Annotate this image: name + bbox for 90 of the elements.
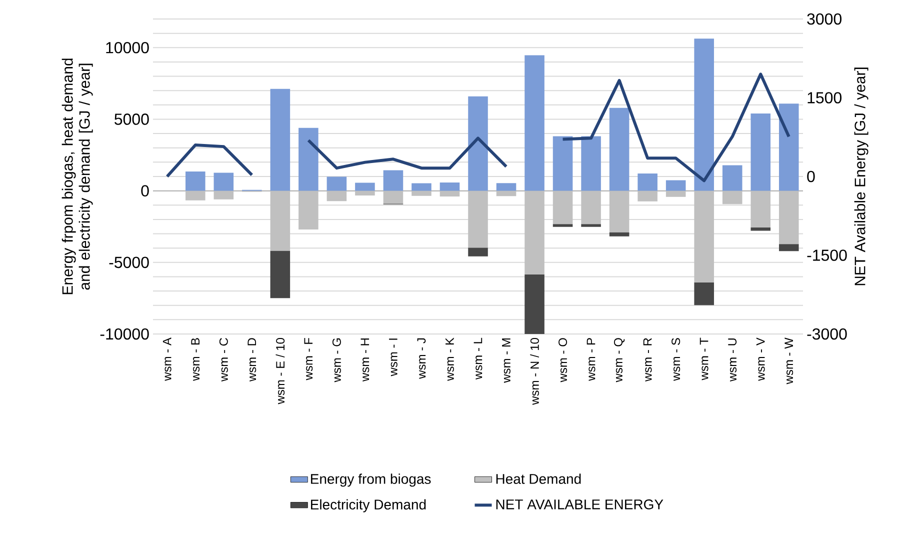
x-tick-label: wsm - B bbox=[191, 338, 200, 381]
bar bbox=[609, 190, 630, 232]
y-tick-label: 10000 bbox=[106, 42, 149, 54]
y2-axis-title: NET Available Energy [GJ / year] bbox=[854, 68, 868, 286]
bar bbox=[581, 224, 601, 227]
bar bbox=[778, 244, 799, 252]
x-tick-label: wsm - W bbox=[784, 338, 794, 384]
bar bbox=[298, 190, 318, 230]
y-axis-title: Energy frpom biogas, heat demand and electricity demand [GJ / year] bbox=[62, 58, 93, 294]
x-tick-label: wsm - G bbox=[332, 338, 341, 382]
bar bbox=[440, 190, 460, 197]
x-tick-label: wsm - O bbox=[558, 338, 568, 382]
bar bbox=[186, 171, 206, 191]
bar bbox=[750, 227, 771, 231]
bar bbox=[524, 190, 544, 274]
x-tick-label: wsm - A bbox=[162, 338, 172, 381]
x-tick-label: wsm - E / 10 bbox=[276, 338, 285, 404]
bar bbox=[440, 182, 460, 191]
bar bbox=[609, 108, 630, 191]
bar bbox=[694, 282, 714, 306]
bar bbox=[468, 248, 488, 256]
bar bbox=[581, 190, 601, 224]
x-tick-label: wsm - T bbox=[700, 338, 708, 380]
bar bbox=[326, 190, 347, 202]
bar bbox=[355, 182, 375, 191]
bar bbox=[750, 190, 771, 228]
bar bbox=[383, 190, 404, 204]
x-tick-label: wsm - M bbox=[502, 338, 510, 383]
x-tick-label: wsm - P bbox=[586, 338, 596, 381]
y-tick-label: 5000 bbox=[114, 114, 149, 125]
bar bbox=[496, 183, 516, 191]
bar bbox=[298, 128, 318, 191]
bar bbox=[270, 88, 290, 191]
x-tick-label: wsm - N / 10 bbox=[530, 338, 539, 405]
bar bbox=[214, 172, 234, 191]
legend-label: Electricity Demand bbox=[311, 499, 426, 512]
bar bbox=[552, 190, 573, 224]
x-tick-label: wsm - R bbox=[643, 338, 652, 382]
bar bbox=[468, 96, 488, 191]
bar bbox=[694, 190, 714, 282]
bar bbox=[638, 173, 658, 191]
y2-tick-label: -3000 bbox=[807, 328, 847, 340]
x-tick-label: wsm - U bbox=[728, 338, 737, 382]
bar bbox=[552, 224, 573, 227]
bar bbox=[326, 176, 347, 191]
bar bbox=[270, 250, 290, 298]
legend-label: Heat Demand bbox=[496, 474, 581, 484]
x-tick-label: wsm - K bbox=[446, 338, 454, 381]
bar bbox=[214, 190, 234, 200]
x-tick-label: wsm - L bbox=[474, 338, 482, 380]
bar bbox=[524, 55, 544, 191]
x-tick-label: wsm - C bbox=[219, 338, 228, 382]
y2-tick-label: 3000 bbox=[807, 13, 842, 25]
bar bbox=[468, 190, 488, 248]
bar bbox=[581, 136, 601, 191]
y2-tick-label: 1500 bbox=[808, 92, 842, 104]
bar bbox=[496, 190, 516, 196]
bar bbox=[750, 114, 771, 191]
x-tick-label: wsm - S bbox=[672, 338, 680, 381]
bar bbox=[609, 232, 630, 236]
bar bbox=[412, 183, 432, 191]
x-tick-label: wsm - Q bbox=[614, 338, 625, 382]
legend-label: Energy from biogas bbox=[311, 474, 431, 487]
bar bbox=[722, 165, 742, 191]
bar bbox=[778, 190, 799, 244]
bar bbox=[412, 190, 432, 196]
bar bbox=[666, 190, 686, 197]
bar bbox=[524, 274, 544, 334]
legend-label: NET AVAILABLE ENERGY bbox=[496, 499, 664, 510]
y2-tick-label: 0 bbox=[807, 170, 815, 182]
x-tick-label: wsm - I bbox=[389, 338, 398, 376]
bar bbox=[694, 38, 714, 191]
x-tick-label: wsm - J bbox=[417, 338, 426, 379]
bar bbox=[638, 190, 658, 202]
bar bbox=[383, 170, 404, 191]
bar bbox=[355, 190, 375, 196]
x-tick-label: wsm - D bbox=[248, 338, 256, 382]
y-tick-label: 0 bbox=[141, 185, 149, 196]
bar bbox=[722, 190, 742, 204]
x-tick-label: wsm - H bbox=[360, 338, 370, 382]
bar bbox=[552, 136, 573, 191]
x-tick-label: wsm - V bbox=[756, 338, 765, 381]
y-tick-label: -5000 bbox=[109, 256, 149, 268]
y-tick-label: -10000 bbox=[100, 328, 149, 340]
bar bbox=[666, 180, 686, 191]
x-tick-label: wsm - F bbox=[304, 338, 313, 380]
y2-tick-label: -1500 bbox=[807, 250, 847, 261]
bar bbox=[778, 104, 799, 191]
bar bbox=[186, 190, 206, 200]
bar bbox=[270, 190, 290, 251]
